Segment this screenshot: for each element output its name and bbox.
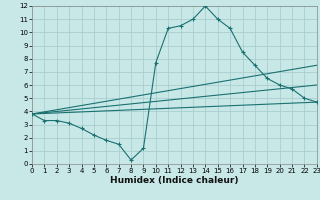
- X-axis label: Humidex (Indice chaleur): Humidex (Indice chaleur): [110, 176, 239, 185]
